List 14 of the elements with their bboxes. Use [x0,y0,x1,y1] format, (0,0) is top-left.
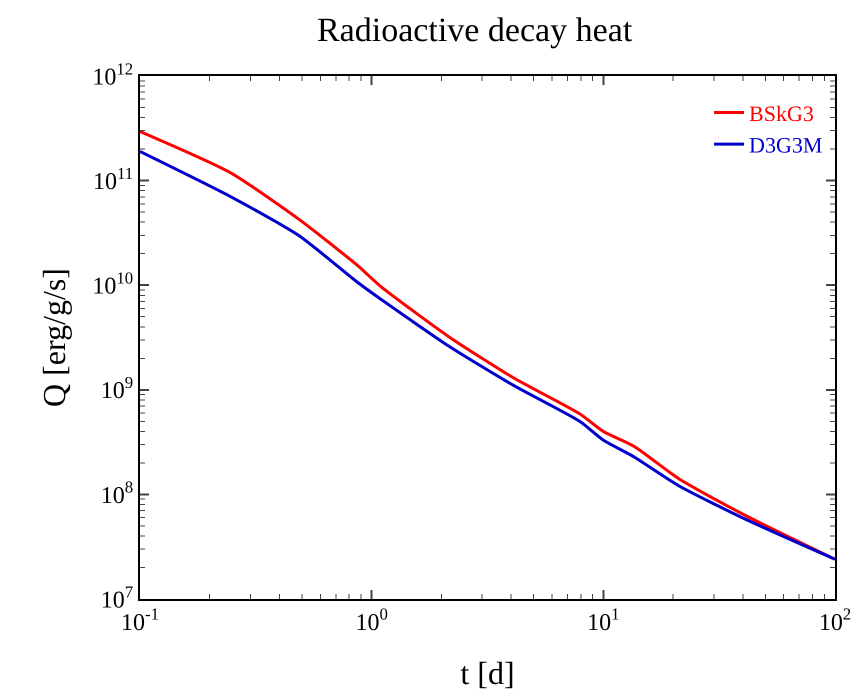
x-tick-label: 10$^{2}$ [818,604,852,636]
x-axis-title: t [d] [460,655,515,691]
y-tick-label: 10$^{8}$ [100,478,134,509]
y-tick-label: 10$^{11}$ [93,164,134,195]
chart-title: Radioactive decay heat [317,12,633,50]
legend-label: D3G3M [749,132,822,158]
x-tick-label: 10$^{1}$ [587,604,620,636]
legend-label: BSkG3 [749,101,814,126]
y-tick-label: 10$^{9}$ [100,373,134,404]
y-tick-label: 10$^{7}$ [100,582,134,614]
y-tick-label: 10$^{12}$ [92,59,134,90]
y-tick-label: 10$^{10}$ [92,268,134,300]
x-tick-label: 10$^{0}$ [355,604,388,636]
y-axis-title: Q [erg/g/s] [36,268,72,407]
